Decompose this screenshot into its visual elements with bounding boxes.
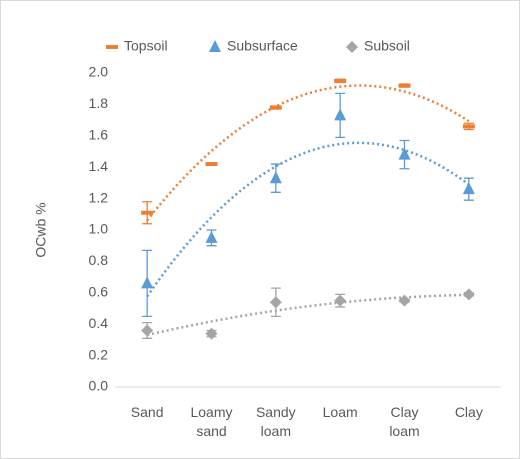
marker bbox=[106, 45, 118, 49]
x-tick-label: Clay loam bbox=[389, 404, 420, 439]
y-tick-label: 2.0 bbox=[89, 64, 109, 80]
marker bbox=[398, 83, 411, 88]
marker bbox=[462, 288, 475, 301]
y-tick-label: 1.0 bbox=[89, 221, 109, 237]
x-tick-label: Clay bbox=[454, 404, 483, 420]
x-tick-label: Sand bbox=[130, 404, 164, 420]
marker bbox=[462, 124, 475, 129]
y-tick-label: 0.0 bbox=[89, 378, 109, 394]
marker bbox=[346, 41, 358, 53]
y-tick-label: 1.2 bbox=[89, 189, 109, 205]
marker bbox=[462, 182, 475, 195]
x-tick-label: Sandy loam bbox=[255, 404, 296, 439]
marker bbox=[398, 147, 411, 160]
trendline bbox=[146, 141, 470, 298]
marker bbox=[205, 230, 218, 243]
marker bbox=[269, 105, 282, 110]
x-tick-label: Loamy sand bbox=[190, 404, 233, 439]
marker bbox=[334, 78, 347, 83]
y-tick-label: 0.8 bbox=[89, 252, 109, 268]
marker bbox=[334, 108, 347, 121]
y-tick-label: 1.4 bbox=[89, 158, 109, 174]
y-tick-label: 0.6 bbox=[89, 284, 109, 300]
marker bbox=[205, 162, 218, 167]
marker bbox=[334, 294, 347, 307]
marker bbox=[269, 171, 282, 184]
marker bbox=[269, 296, 282, 309]
marker bbox=[209, 40, 221, 52]
marker bbox=[398, 294, 411, 307]
legend-label: Subsurface bbox=[227, 38, 298, 54]
marker bbox=[141, 324, 154, 337]
legend-label: Subsoil bbox=[364, 38, 410, 54]
marker bbox=[205, 327, 218, 340]
marker bbox=[141, 210, 154, 215]
y-tick-label: 1.6 bbox=[89, 127, 109, 143]
marker bbox=[141, 276, 154, 289]
y-tick-label: 0.2 bbox=[89, 346, 109, 362]
y-tick-label: 0.4 bbox=[89, 315, 109, 331]
legend-label: Topsoil bbox=[124, 38, 168, 54]
x-tick-label: Loam bbox=[322, 404, 358, 420]
trendline bbox=[146, 84, 470, 222]
y-axis-title: OCwb % bbox=[33, 202, 49, 257]
y-tick-label: 1.8 bbox=[89, 95, 109, 111]
trendline bbox=[146, 293, 469, 337]
